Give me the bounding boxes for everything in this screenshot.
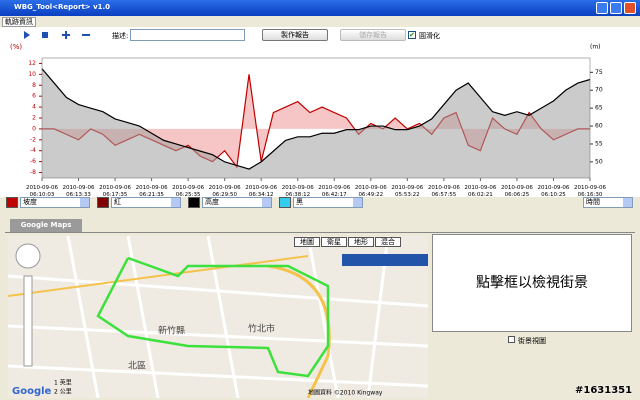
y-axis-label: (%) bbox=[10, 43, 22, 51]
y2-tick-label: 75 bbox=[595, 69, 603, 76]
minimize[interactable] bbox=[596, 2, 608, 14]
y2-tick-label: 55 bbox=[595, 140, 603, 147]
map-logo: Google bbox=[12, 386, 52, 397]
y-tick-label: 12 bbox=[28, 60, 36, 67]
x-tick-label: 2010-09-06 06:16:30 bbox=[574, 185, 606, 198]
x-tick-label: 2010-09-06 06:49:22 bbox=[355, 185, 387, 198]
smooth-label: 圓滑化 bbox=[419, 32, 440, 40]
tab-line bbox=[5, 232, 635, 233]
stop[interactable] bbox=[42, 32, 48, 38]
x-tick-label: 2010-09-06 06:25:35 bbox=[172, 185, 204, 198]
player-icons bbox=[24, 31, 90, 39]
y-tick-label: 2 bbox=[32, 115, 36, 122]
map-label: 北區 bbox=[128, 361, 146, 372]
menu-tab[interactable]: 軌跡資訊 bbox=[2, 17, 36, 27]
streetview-box[interactable]: 點擊框以檢視街景 bbox=[432, 234, 632, 332]
y2-tick-label: 50 bbox=[595, 158, 603, 165]
y-tick-label: 8 bbox=[32, 82, 36, 89]
x-tick-label: 2010-09-06 06:10:03 bbox=[26, 185, 58, 198]
y-tick-label: -2 bbox=[30, 136, 36, 143]
chart: (%) (m) 12 10 8 6 4 2 0 -2 -4 -6 -8 75 70 65 60 55 50 2010-… bbox=[10, 43, 606, 198]
smooth-check[interactable]: ✔ bbox=[408, 31, 416, 39]
streetview-check[interactable] bbox=[508, 336, 515, 343]
line-1 bbox=[41, 68, 591, 170]
y-tick-label: 0 bbox=[32, 125, 36, 132]
y-tick-label: 10 bbox=[28, 71, 36, 78]
x-tick-label: 2010-09-06 06:21:35 bbox=[136, 185, 168, 198]
map-scale: 2 公里 bbox=[54, 389, 72, 396]
y2-axis-label: (m) bbox=[590, 44, 601, 51]
x-select[interactable]: 時間 bbox=[583, 197, 633, 208]
save-report: 儲存報告 bbox=[340, 29, 406, 41]
area-0 bbox=[42, 74, 590, 168]
x-tick-label: 2010-09-06 06:17:35 bbox=[99, 185, 131, 198]
x-tick-label: 2010-09-06 06:13:33 bbox=[63, 185, 95, 198]
x-tick-label: 2010-09-06 06:42:17 bbox=[318, 185, 350, 198]
y2-tick-label: 65 bbox=[595, 105, 603, 112]
map-type-button[interactable]: 地形 bbox=[348, 237, 374, 247]
watermark: #1631351 bbox=[575, 385, 633, 396]
map-type-button[interactable]: 衛星 bbox=[321, 237, 347, 247]
map-tab[interactable]: Google Maps bbox=[10, 219, 82, 232]
x-select-text: 時間 bbox=[586, 198, 600, 206]
x-tick-label: 2010-09-06 05:53:22 bbox=[391, 185, 423, 198]
desc-input[interactable] bbox=[130, 29, 245, 41]
desc-label: 描述: bbox=[112, 32, 129, 40]
maximize[interactable] bbox=[610, 2, 622, 14]
map-label: 竹北市 bbox=[248, 323, 275, 335]
x-tick-label: 2010-09-06 06:10:25 bbox=[537, 185, 569, 198]
x-tick-label: 2010-09-06 06:02:21 bbox=[464, 185, 496, 198]
x-tick-label: 2010-09-06 06:29:50 bbox=[209, 185, 241, 198]
x-tick-label: 2010-09-06 06:06:25 bbox=[501, 185, 533, 198]
x-tick-label: 2010-09-06 06:38:12 bbox=[282, 185, 314, 198]
map-type-button[interactable]: 地圖 bbox=[294, 237, 320, 247]
map-copyright: 地圖資料 ©2010 Kingway bbox=[308, 389, 383, 397]
play[interactable] bbox=[24, 31, 30, 39]
legend-swatch bbox=[6, 197, 18, 208]
x-tick-label: 2010-09-06 06:34:12 bbox=[245, 185, 277, 198]
legend-select[interactable]: 紅 bbox=[111, 197, 181, 208]
y2-tick-label: 70 bbox=[595, 87, 603, 94]
y2-tick-label: 60 bbox=[595, 123, 603, 130]
y-tick-label: -8 bbox=[30, 169, 36, 176]
streetview-label: 街景視圖 bbox=[518, 337, 546, 345]
legend-select[interactable]: 黑 bbox=[293, 197, 363, 208]
x-tick-label: 2010-09-06 06:57:55 bbox=[428, 185, 460, 198]
area-1 bbox=[42, 68, 590, 178]
legend-select[interactable]: 高度 bbox=[202, 197, 272, 208]
legend-swatch bbox=[97, 197, 109, 208]
y-tick-label: -4 bbox=[30, 147, 36, 154]
title-bar: WBG_Tool<Report> v1.0 bbox=[0, 0, 640, 16]
window-title: WBG_Tool<Report> v1.0 bbox=[14, 3, 111, 11]
legend-swatch bbox=[279, 197, 291, 208]
close[interactable] bbox=[624, 2, 636, 14]
legend-swatch bbox=[188, 197, 200, 208]
y-tick-label: -6 bbox=[30, 158, 36, 165]
y-tick-label: 6 bbox=[32, 93, 36, 100]
zoom-in[interactable] bbox=[62, 31, 70, 39]
map-type-button[interactable]: 混合 bbox=[375, 237, 401, 247]
legend-select[interactable]: 坡度 bbox=[20, 197, 90, 208]
y-tick-label: 4 bbox=[32, 104, 36, 111]
map-label: 新竹縣 bbox=[158, 325, 185, 337]
map-scale: 1 英里 bbox=[54, 379, 72, 387]
make-report[interactable]: 製作報告 bbox=[262, 29, 328, 41]
